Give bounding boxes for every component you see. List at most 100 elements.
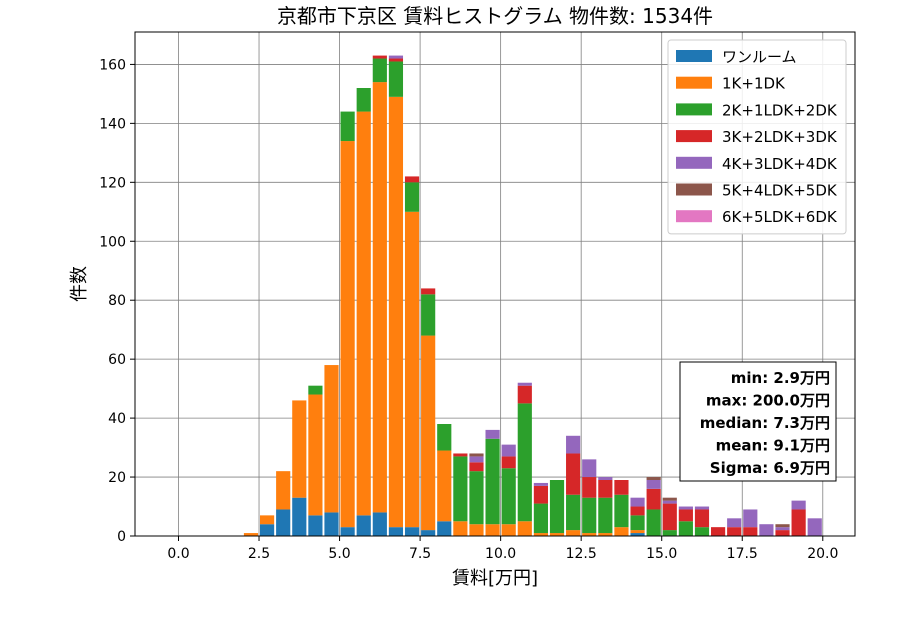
y-tick-label: 60 — [108, 352, 126, 368]
bar-segment-5 — [727, 518, 742, 528]
bar-segment-3 — [582, 497, 597, 534]
bar-segment-4 — [646, 488, 661, 510]
stats-line: max: 200.0万円 — [706, 392, 830, 410]
bar-segment-5 — [694, 506, 710, 510]
bar-segment-5 — [775, 527, 790, 531]
bar-segment-5 — [566, 435, 581, 454]
x-tick-layer: 0.0 2.5 5.0 7.5 10.0 12.5 15.0 17.5 20.0 — [167, 536, 838, 562]
bar-segment-2 — [388, 96, 404, 528]
bar-segment-3 — [372, 58, 387, 83]
bar-segment-4 — [388, 58, 404, 62]
bar-segment-4 — [630, 506, 645, 516]
legend-box — [667, 39, 847, 235]
bar-segment-4 — [791, 509, 806, 536]
bar-segment-6 — [646, 477, 661, 480]
y-tick-label: 80 — [108, 293, 126, 309]
bar-segment-3 — [517, 403, 532, 522]
bar-segment-4 — [614, 480, 629, 495]
bar-segment-4 — [775, 530, 790, 536]
x-tick-label: 12.5 — [566, 546, 597, 562]
bar-segment-2 — [324, 365, 339, 513]
bar-segment-3 — [469, 471, 484, 525]
bar-segment-2 — [598, 533, 613, 536]
bar-segment-1 — [421, 530, 436, 536]
legend-label: ワンルーム — [722, 48, 797, 66]
bar-segment-3 — [453, 456, 468, 522]
bar-segment-3 — [566, 494, 581, 531]
bar-segment-5 — [485, 429, 500, 439]
bar-segment-4 — [678, 509, 693, 522]
bar-segment-5 — [646, 480, 661, 489]
bar-segment-4 — [469, 462, 484, 472]
bar-segment-4 — [517, 385, 532, 404]
x-axis-title: 賃料[万円] — [452, 568, 538, 589]
bar-segment-3 — [340, 111, 355, 142]
bar-segment-5 — [388, 55, 404, 59]
bar-segment-5 — [678, 506, 693, 510]
y-tick-label: 0 — [117, 529, 126, 545]
bar-segment-3 — [501, 468, 516, 525]
bar-segment-2 — [276, 471, 291, 510]
chart-title: 京都市下京区 賃料ヒストグラム 物件数: 1534件 — [277, 4, 713, 28]
bar-segment-5 — [517, 382, 532, 386]
bar-segment-2 — [501, 524, 516, 536]
stats-line: Sigma: 6.9万円 — [710, 459, 830, 477]
bar-segment-5 — [501, 444, 516, 457]
bar-segment-4 — [453, 453, 468, 457]
bar-segment-4 — [694, 509, 710, 528]
bar-segment-1 — [340, 527, 355, 536]
y-tick-label: 20 — [108, 470, 126, 486]
x-tick-label: 0.0 — [167, 546, 189, 562]
y-tick-label: 160 — [99, 57, 126, 73]
bar-segment-1 — [404, 527, 420, 536]
bar-segment-5 — [791, 500, 806, 510]
bar-segment-3 — [630, 515, 645, 531]
bar-segment-4 — [727, 527, 742, 536]
bar-segment-4 — [743, 527, 758, 536]
legend-swatch — [676, 156, 712, 169]
bar-segment-3 — [614, 494, 629, 528]
bar-segment-6 — [469, 453, 484, 457]
bar-segment-2 — [582, 533, 597, 536]
bar-segment-3 — [421, 294, 436, 336]
bar-segment-4 — [566, 453, 581, 495]
bar-segment-3 — [662, 530, 677, 536]
y-tick-label: 120 — [99, 175, 126, 191]
bar-segment-4 — [598, 480, 613, 498]
bar-segment-5 — [598, 477, 613, 480]
bar-segment-1 — [276, 509, 291, 536]
bar-segment-4 — [662, 503, 677, 531]
bar-segment-3 — [356, 88, 371, 112]
legend-label: 1K+1DK — [722, 75, 786, 93]
bar-segment-2 — [340, 141, 355, 528]
bar-segment-3 — [678, 521, 693, 536]
legend-label: 5K+4LDK+5DK — [722, 182, 838, 200]
bar-segment-3 — [646, 509, 661, 536]
bar-segment-2 — [453, 521, 468, 536]
y-tick-label: 40 — [108, 411, 126, 427]
bar-segment-2 — [533, 533, 548, 536]
bar-segment-2 — [437, 450, 452, 522]
bar-segment-1 — [259, 524, 275, 536]
bar-segment-2 — [372, 82, 387, 513]
bar-segment-1 — [630, 533, 645, 536]
bar-segment-5 — [630, 497, 645, 507]
bar-segment-2 — [243, 533, 259, 536]
bar-segment-1 — [437, 521, 452, 536]
stats-line: median: 7.3万円 — [700, 414, 830, 432]
bar-segment-4 — [404, 176, 420, 183]
bar-segment-3 — [694, 527, 710, 536]
x-tick-label: 5.0 — [328, 546, 350, 562]
bar-segment-1 — [372, 512, 387, 536]
bar-segment-2 — [485, 524, 500, 536]
bar-segment-5 — [533, 482, 548, 486]
legend-label: 2K+1LDK+2DK — [722, 101, 838, 119]
bar-segment-2 — [356, 111, 371, 516]
legend-swatch — [676, 103, 712, 116]
bar-segment-4 — [533, 485, 548, 504]
bar-segment-4 — [421, 288, 436, 295]
x-tick-label: 15.0 — [646, 546, 677, 562]
bar-segment-5 — [743, 509, 758, 528]
